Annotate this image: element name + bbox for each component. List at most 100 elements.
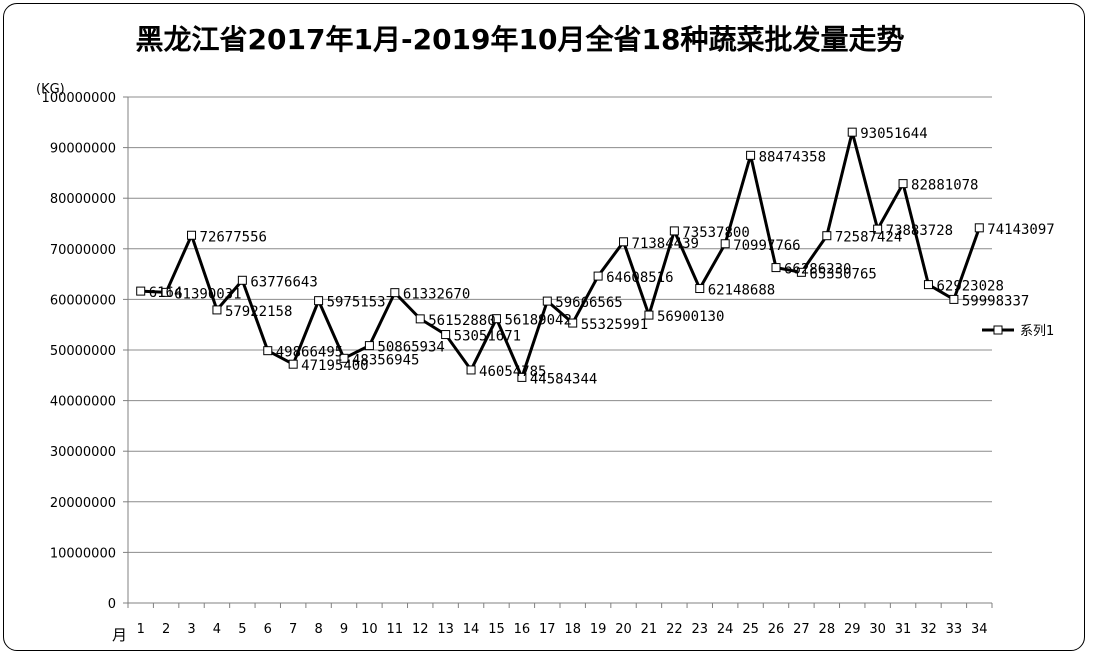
grid-lines (128, 96, 992, 553)
y-tick-label: 100000000 (42, 91, 116, 106)
data-label: 55325991 (581, 317, 648, 333)
data-point (593, 271, 603, 281)
x-tick-label: 20 (615, 622, 632, 637)
data-label: 72587424 (835, 230, 902, 246)
data-point (619, 237, 629, 247)
y-tick-label: 30000000 (50, 445, 116, 460)
y-tick-label: 50000000 (50, 344, 116, 359)
data-point (314, 296, 324, 306)
data-label: 64608516 (606, 270, 673, 286)
x-tick-label: 8 (314, 622, 322, 637)
data-label: 47195400 (301, 358, 368, 374)
x-tick-label: 2 (162, 622, 170, 637)
data-label: 74143097 (987, 222, 1054, 238)
data-label: 57922158 (225, 304, 292, 320)
data-point (644, 310, 654, 320)
x-tick-label: 9 (340, 622, 348, 637)
data-label: 44584344 (530, 371, 597, 387)
x-tick-label: 33 (946, 622, 963, 637)
data-point (746, 150, 756, 160)
data-label: 72677556 (200, 229, 267, 245)
x-tick-label: 25 (742, 622, 759, 637)
x-tick-label: 24 (717, 622, 734, 637)
data-label: 93051644 (860, 126, 927, 142)
x-tick-label: 4 (213, 622, 221, 637)
data-label: 73883728 (886, 223, 953, 239)
data-point (441, 330, 451, 340)
x-tick-label: 19 (590, 622, 607, 637)
data-point (771, 263, 781, 273)
data-label: 6164 (149, 285, 183, 301)
data-label: 46054785 (479, 364, 546, 380)
data-point (288, 359, 298, 369)
data-point (974, 223, 984, 233)
data-point (415, 314, 425, 324)
data-point (466, 365, 476, 375)
x-tick-label: 32 (920, 622, 937, 637)
data-label: 61390031 (174, 286, 241, 302)
data-point (364, 341, 374, 351)
x-tick-label: 5 (238, 622, 246, 637)
data-point (949, 294, 959, 304)
data-label: 71384439 (632, 236, 699, 252)
y-tick-label: 60000000 (50, 293, 116, 308)
x-tick-label: 11 (387, 622, 404, 637)
x-axis-label: 月 (112, 626, 127, 644)
y-tick-label: 0 (108, 597, 116, 612)
series-group (136, 127, 984, 382)
y-tick-label: 10000000 (50, 546, 116, 561)
data-label: 48356945 (352, 352, 419, 368)
data-label: 70997766 (733, 238, 800, 254)
x-tick-label: 7 (289, 622, 297, 637)
data-point (263, 346, 273, 356)
x-tick-label: 23 (691, 622, 708, 637)
legend-marker (993, 325, 1003, 335)
data-point (822, 231, 832, 241)
x-tick-label: 13 (437, 622, 454, 637)
data-label: 62923028 (936, 279, 1003, 295)
x-tick-label: 10 (361, 622, 378, 637)
x-tick-label: 21 (641, 622, 658, 637)
y-tick-label: 70000000 (50, 243, 116, 258)
x-axis-ticks: 1 2 3 4 5 6 7 8 9 10 11 12 13 14 15 16 17 18 19 20 21 22 23 24 2… (127, 603, 993, 637)
x-tick-label: 14 (463, 622, 480, 637)
data-point (898, 179, 908, 189)
x-tick-label: 31 (895, 622, 912, 637)
x-tick-label: 17 (539, 622, 556, 637)
x-tick-label: 28 (819, 622, 836, 637)
x-tick-label: 18 (564, 622, 581, 637)
data-label: 53051671 (454, 329, 521, 345)
data-point (161, 287, 171, 297)
y-axis-label: (KG) (36, 82, 65, 97)
data-label: 50865934 (377, 340, 444, 356)
data-label: 59666565 (555, 295, 622, 311)
data-label: 66286230 (784, 262, 851, 278)
legend-label: 系列1 (1020, 324, 1054, 339)
data-label: 82881078 (911, 178, 978, 194)
data-point (136, 286, 146, 296)
data-label: 65350765 (809, 266, 876, 282)
y-tick-label: 20000000 (50, 496, 116, 511)
data-label: 61332670 (403, 287, 470, 303)
data-point (339, 353, 349, 363)
data-label: 63776643 (250, 274, 317, 290)
data-point (695, 284, 705, 294)
x-tick-label: 15 (488, 622, 505, 637)
y-tick-label: 40000000 (50, 395, 116, 410)
y-tick-label: 80000000 (50, 192, 116, 207)
data-point (720, 239, 730, 249)
x-tick-label: 1 (137, 622, 145, 637)
series-line (140, 131, 981, 382)
data-label: 62148688 (708, 283, 775, 299)
data-point (796, 267, 806, 277)
data-point (390, 288, 400, 298)
x-tick-label: 22 (666, 622, 683, 637)
data-point (923, 280, 933, 290)
data-label: 56189042 (504, 313, 571, 329)
x-tick-label: 26 (768, 622, 785, 637)
data-label: 59998337 (962, 293, 1029, 309)
x-tick-label: 30 (869, 622, 886, 637)
data-point (237, 275, 247, 285)
data-label: 56152880 (428, 313, 495, 329)
